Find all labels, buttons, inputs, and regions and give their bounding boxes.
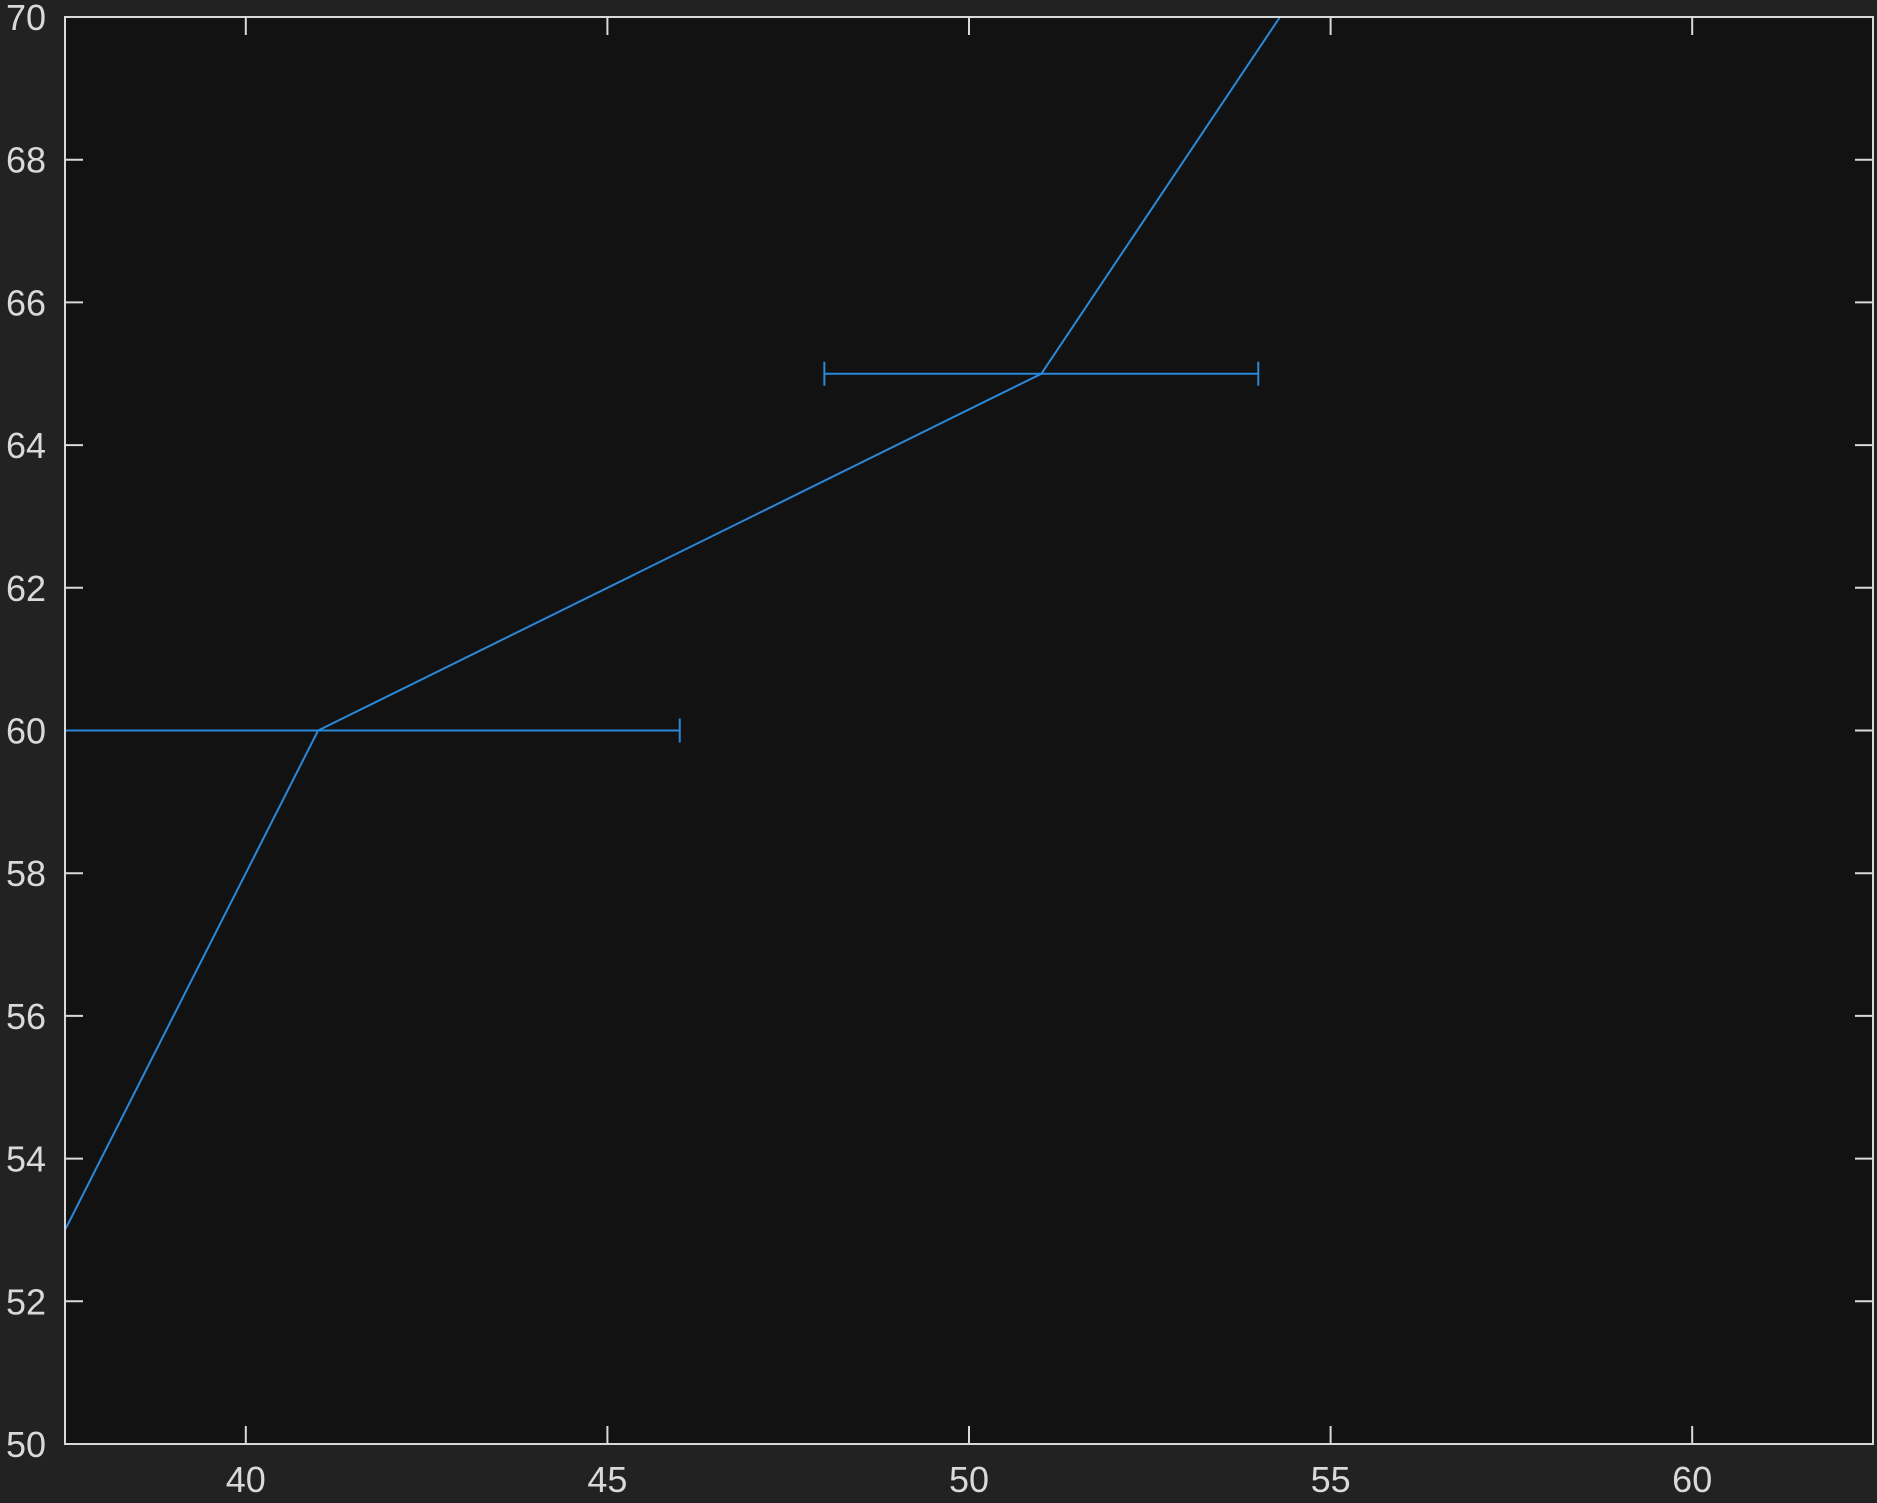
x-tick-label: 60 bbox=[1672, 1459, 1712, 1500]
axes-frame bbox=[64, 16, 1874, 1445]
x-tick-label: 50 bbox=[949, 1459, 989, 1500]
y-tick-label: 64 bbox=[6, 425, 46, 466]
y-tick-label: 54 bbox=[6, 1139, 46, 1180]
y-tick-labels: 50 52 54 56 58 60 62 64 66 68 70 bbox=[6, 0, 46, 1465]
y-tick-label: 60 bbox=[6, 711, 46, 752]
y-tick-label: 50 bbox=[6, 1424, 46, 1465]
x-tick-labels: 40 45 50 55 60 bbox=[226, 1459, 1712, 1500]
x-tick-label: 40 bbox=[226, 1459, 266, 1500]
x-tick-label: 45 bbox=[587, 1459, 627, 1500]
y-tick-label: 70 bbox=[6, 0, 46, 38]
series-line bbox=[65, 17, 1281, 1231]
y-tick-label: 62 bbox=[6, 568, 46, 609]
y-tick-label: 68 bbox=[6, 140, 46, 181]
y-tick-label: 52 bbox=[6, 1281, 46, 1322]
y-tick-label: 58 bbox=[6, 853, 46, 894]
y-tick-label: 66 bbox=[6, 282, 46, 323]
data-layer bbox=[65, 17, 1281, 1231]
x-tick-label: 55 bbox=[1311, 1459, 1351, 1500]
y-tick-label: 56 bbox=[6, 996, 46, 1037]
